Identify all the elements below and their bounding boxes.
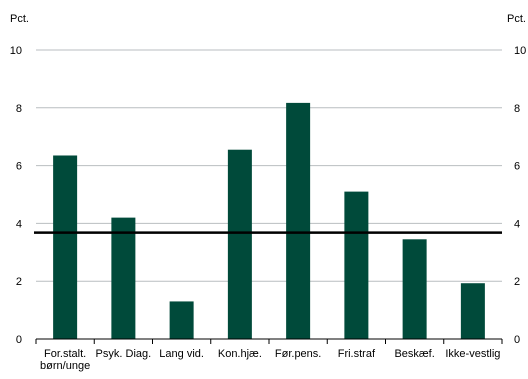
x-tick-label: Fri.straf xyxy=(338,348,376,360)
x-tick-label: Før.pens. xyxy=(275,348,321,360)
y-tick-label-left: 0 xyxy=(16,334,22,346)
bar xyxy=(344,191,369,339)
y-tick-label-right: 2 xyxy=(514,276,520,288)
x-tick-label: Lang vid. xyxy=(159,348,204,360)
x-tick-label: Kon.hjæ. xyxy=(218,348,262,360)
x-tick-label-line: Lang vid. xyxy=(159,348,204,360)
bar xyxy=(53,155,78,339)
x-tick-label: For.stalt. børn/unge xyxy=(40,348,90,372)
bar xyxy=(402,239,427,339)
y-tick-label-left: 4 xyxy=(16,218,22,230)
x-tick-label: Psyk. Diag. xyxy=(96,348,152,360)
x-tick-label-line: Kon.hjæ. xyxy=(218,348,262,360)
x-tick-label-line: børn/unge xyxy=(40,360,90,372)
x-axis xyxy=(35,338,503,344)
y-tick-label-left: 8 xyxy=(16,103,22,115)
right-axis-unit-label: Pct. xyxy=(507,13,526,25)
left-y-axis-ticks: 0 2 4 6 8 10 xyxy=(10,45,22,346)
x-tick-label-line: Psyk. Diag. xyxy=(96,348,152,360)
x-tick-label-line: Beskæf. xyxy=(394,348,434,360)
bar xyxy=(460,283,485,339)
bars xyxy=(53,102,485,340)
x-tick-label-line: For.stalt. xyxy=(44,348,86,360)
y-tick-label-right: 4 xyxy=(514,218,520,230)
bar xyxy=(227,149,252,339)
y-tick-label-right: 0 xyxy=(514,334,520,346)
left-axis-unit-label: Pct. xyxy=(10,13,29,25)
bar xyxy=(111,217,136,339)
x-tick-label-line: Fri.straf xyxy=(338,348,376,360)
bar xyxy=(286,102,311,340)
right-y-axis-ticks: 0 2 4 6 8 10 xyxy=(514,45,526,346)
x-tick-label-line: Ikke-vestlig xyxy=(445,348,500,360)
x-axis-category-labels: For.stalt. børn/unge Psyk. Diag. Lang vid. K… xyxy=(40,348,500,372)
y-tick-label-right: 10 xyxy=(514,45,526,57)
y-tick-label-left: 10 xyxy=(10,45,22,57)
x-tick-label-line: Før.pens. xyxy=(275,348,321,360)
y-tick-label-left: 2 xyxy=(16,276,22,288)
bar xyxy=(169,301,194,339)
y-tick-label-left: 6 xyxy=(16,161,22,173)
x-tick-label: Ikke-vestlig xyxy=(445,348,500,360)
y-tick-label-right: 8 xyxy=(514,103,520,115)
x-tick-label: Beskæf. xyxy=(394,348,434,360)
gridlines xyxy=(36,49,502,282)
y-tick-label-right: 6 xyxy=(514,161,520,173)
